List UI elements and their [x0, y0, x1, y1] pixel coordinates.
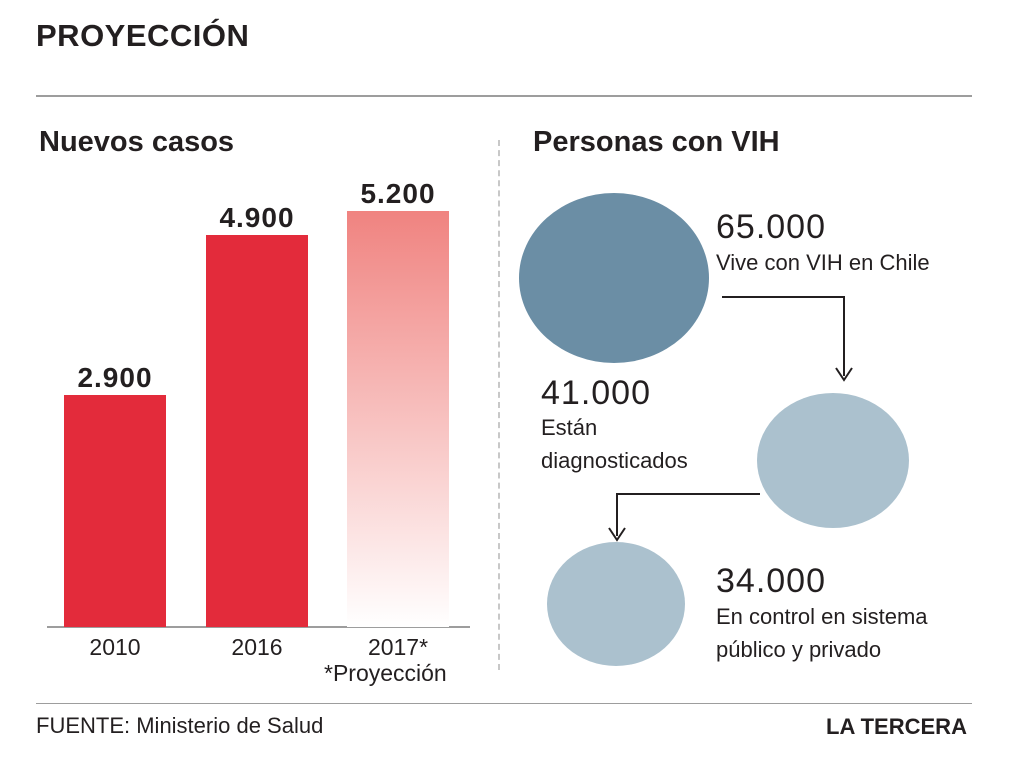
top-divider [36, 95, 972, 97]
circle-vive [519, 193, 709, 363]
bar-chart-heading: Nuevos casos [39, 126, 235, 158]
category-label: 2017* [368, 634, 428, 660]
bar-chart: 2.900 2010 4.900 2016 5.200 2017* [47, 178, 470, 660]
bar-value-label: 2.900 [77, 362, 152, 393]
bottom-divider [36, 703, 972, 704]
bar-2010 [64, 395, 166, 627]
category-label: 2010 [89, 634, 140, 660]
control-text-2: público y privado [716, 637, 882, 662]
control-value: 34.000 [716, 562, 826, 600]
diagnosticados-value: 41.000 [541, 374, 651, 412]
bar-value-label: 5.200 [360, 178, 435, 209]
projection-note: *Proyección [324, 660, 447, 686]
circle-control [547, 542, 685, 666]
arrow-1-head [835, 367, 853, 382]
page-title: PROYECCIÓN [36, 18, 250, 53]
control-text-1: En control en sistema [716, 604, 928, 629]
arrow-1 [722, 296, 845, 376]
bar-2016 [206, 235, 308, 627]
vih-heading: Personas con VIH [533, 126, 780, 158]
vive-value: 65.000 [716, 208, 826, 246]
bar-value-label: 4.900 [219, 202, 294, 233]
bar-2017 [347, 211, 449, 627]
category-label: 2016 [231, 634, 282, 660]
circle-diagnosticados [757, 393, 909, 528]
vive-text: Vive con VIH en Chile [716, 250, 930, 275]
arrow-2 [616, 493, 760, 536]
publisher-logo: LA TERCERA [826, 714, 967, 739]
column-separator [498, 140, 500, 670]
source-credit: FUENTE: Ministerio de Salud [36, 713, 324, 738]
diagnosticados-text-2: diagnosticados [541, 448, 688, 473]
arrow-2-head [608, 527, 626, 542]
diagnosticados-text-1: Están [541, 415, 598, 440]
